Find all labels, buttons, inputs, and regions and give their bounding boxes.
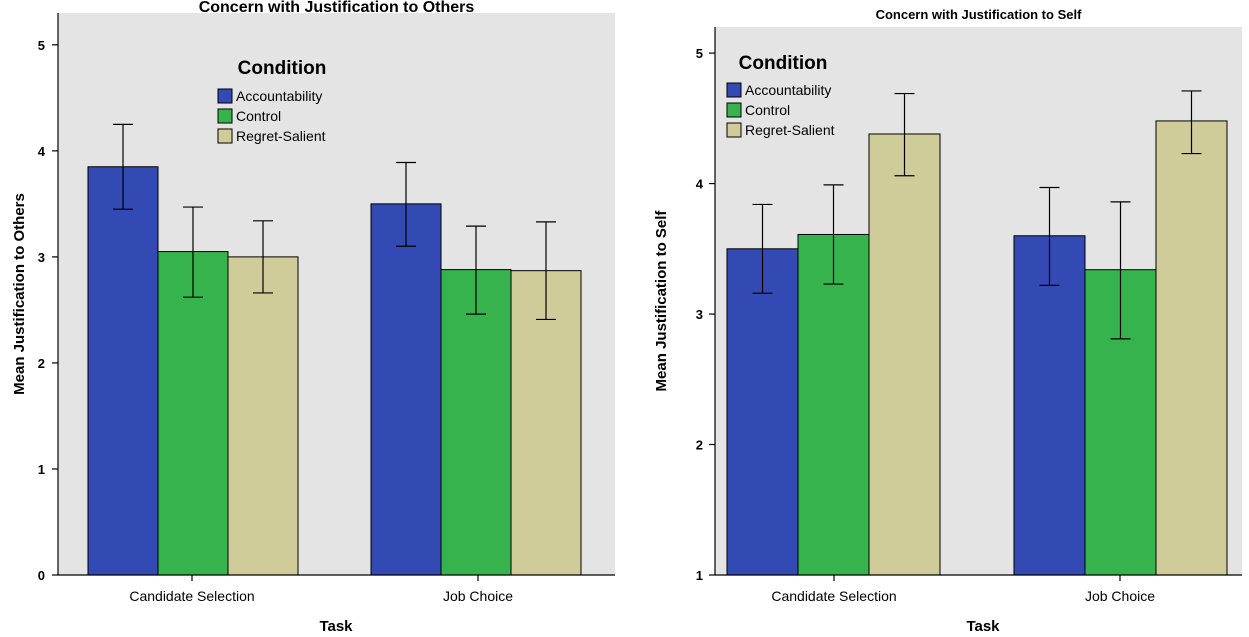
legend-item: Control <box>236 108 281 124</box>
bar-accountability-1 <box>370 203 442 576</box>
x-tick-label: Candidate Selection <box>129 588 254 604</box>
bar-regret-salient-0 <box>868 133 941 576</box>
y-axis-label: Mean Justification to Others <box>11 193 28 395</box>
chart-title: Concern with Justification to Self <box>876 7 1083 22</box>
y-tick-label: 4 <box>696 177 704 192</box>
y-tick-label: 3 <box>696 307 703 322</box>
legend-title: Condition <box>739 53 828 74</box>
y-axis-label: Mean Justification to Self <box>653 210 670 392</box>
legend-swatch <box>726 82 742 98</box>
x-axis-label: Task <box>319 618 353 635</box>
legend-item: Control <box>745 102 790 118</box>
x-tick-label: Candidate Selection <box>771 588 896 604</box>
x-tick-label: Job Choice <box>443 588 513 604</box>
legend-item: Accountability <box>745 82 831 98</box>
y-tick-label: 2 <box>696 438 703 453</box>
bar-accountability-0 <box>726 248 799 576</box>
legend-title: Condition <box>238 58 327 79</box>
y-tick-label: 1 <box>696 568 703 583</box>
y-tick-label: 5 <box>696 46 703 61</box>
bar-control-0 <box>157 251 229 576</box>
y-tick-label: 3 <box>38 250 45 265</box>
legend-swatch <box>217 88 233 104</box>
chart-title: Concern with Justification to Others <box>199 0 475 16</box>
legend: Condition Accountability Control Regret-Sal… <box>726 53 835 138</box>
bar-control-1 <box>440 269 512 576</box>
y-tick-label: 2 <box>38 356 45 371</box>
legend-item: Regret-Salient <box>236 128 326 144</box>
legend: Condition Accountability Control Regret-Sal… <box>217 58 327 144</box>
y-tick-label: 1 <box>38 462 45 477</box>
chart-1: Concern with Justification to Others 0 1 2 3… <box>11 0 615 635</box>
x-axis-label: Task <box>966 618 1000 635</box>
y-tick-label: 4 <box>38 144 46 159</box>
y-tick-label: 0 <box>38 568 45 583</box>
bar-accountability-0 <box>87 166 159 576</box>
bar-regret-salient-0 <box>227 256 299 576</box>
bar-control-0 <box>797 233 870 576</box>
legend-item: Regret-Salient <box>745 122 835 138</box>
legend-swatch <box>726 122 742 138</box>
legend-swatch <box>217 108 233 124</box>
bar-accountability-1 <box>1013 235 1086 576</box>
legend-swatch <box>726 102 742 118</box>
chart-2: Concern with Justification to Self 1 2 3 4 5 C… <box>653 7 1242 635</box>
legend-item: Accountability <box>236 88 322 104</box>
y-tick-label: 5 <box>38 38 45 53</box>
x-tick-label: Job Choice <box>1085 588 1155 604</box>
bar-regret-salient-1 <box>1155 120 1228 576</box>
legend-swatch <box>217 128 233 144</box>
